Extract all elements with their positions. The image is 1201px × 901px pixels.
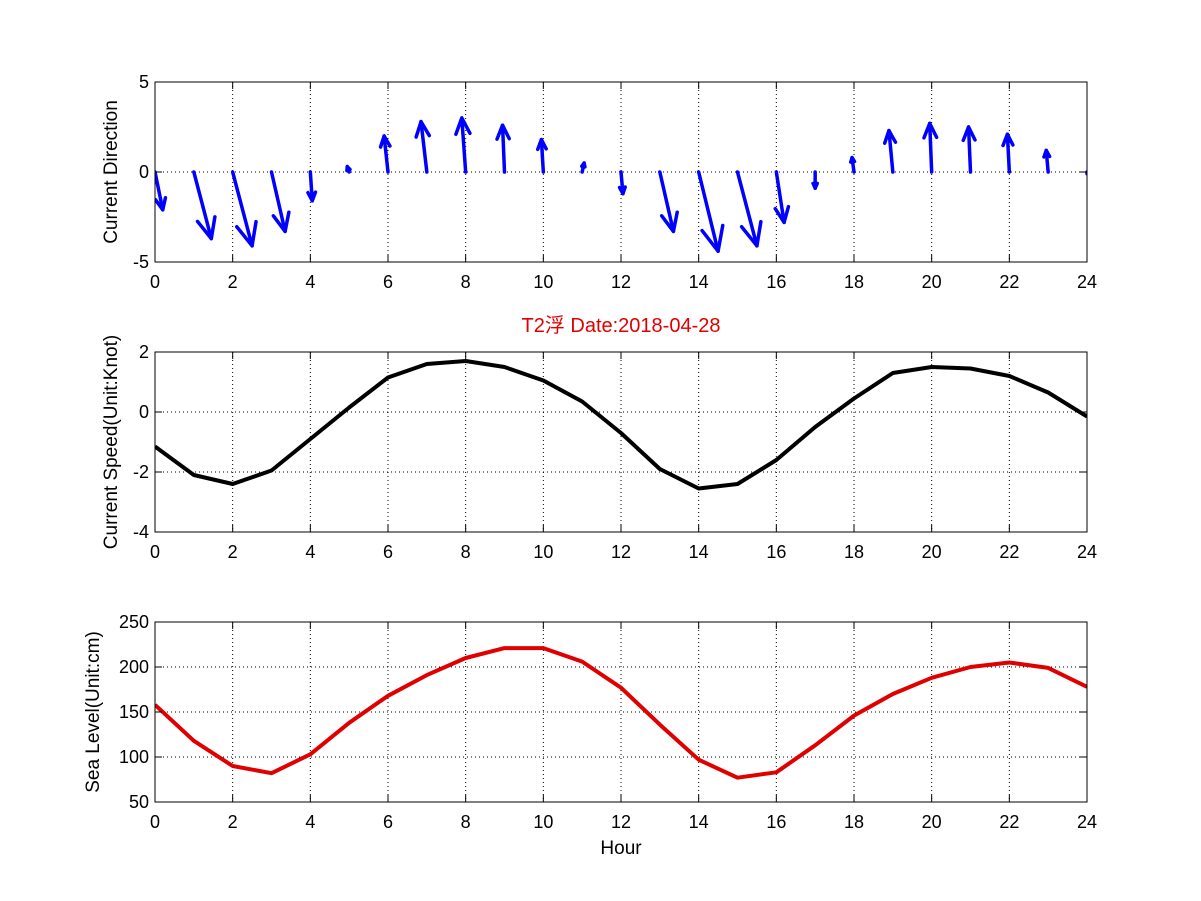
sea-level-xtick-label: 22 — [999, 812, 1019, 832]
current-direction-xtick-label: 22 — [999, 272, 1019, 292]
direction-arrow — [269, 170, 291, 234]
current-direction-xtick-label: 10 — [533, 272, 553, 292]
direction-arrow — [1042, 148, 1052, 174]
current-speed-ytick-label: 2 — [139, 342, 149, 362]
current-speed-xtick-label: 12 — [611, 542, 631, 562]
direction-arrow — [696, 170, 725, 253]
current-speed-xtick-label: 20 — [922, 542, 942, 562]
current-speed-xtick-label: 16 — [766, 542, 786, 562]
sea-level-xtick-label: 12 — [611, 812, 631, 832]
current-speed-ylabel: Current Speed(Unit:Knot) — [101, 335, 122, 549]
current-direction-xtick-label: 12 — [611, 272, 631, 292]
direction-arrow — [495, 123, 511, 174]
current-direction-xtick-label: 18 — [844, 272, 864, 292]
sea-level-ylabel: Sea Level(Unit:cm) — [83, 631, 104, 793]
current-speed-ytick-label: 0 — [139, 402, 149, 422]
sea-level-ytick-label: 250 — [119, 612, 149, 632]
direction-arrow — [773, 170, 791, 225]
sea-level-xtick-label: 20 — [922, 812, 942, 832]
current-direction-xtick-label: 24 — [1077, 272, 1097, 292]
current-direction-xtick-label: 0 — [150, 272, 160, 292]
current-speed-ytick-label: -2 — [133, 462, 149, 482]
sea-level-xtick-label: 14 — [689, 812, 709, 832]
direction-arrow — [1001, 132, 1015, 174]
sea-level-xtick-label: 16 — [766, 812, 786, 832]
direction-arrow — [306, 170, 318, 203]
sea-level-xtick-label: 6 — [383, 812, 393, 832]
current-speed-xtick-label: 22 — [999, 542, 1019, 562]
direction-arrow — [848, 155, 857, 174]
current-direction-xtick-label: 6 — [383, 272, 393, 292]
current-direction-xtick-label: 8 — [461, 272, 471, 292]
sea-level-xtick-label: 10 — [533, 812, 553, 832]
direction-arrow — [454, 116, 472, 174]
sea-level-xtick-label: 2 — [228, 812, 238, 832]
sea-level-ytick-label: 100 — [119, 747, 149, 767]
current-direction-data — [155, 116, 1087, 253]
sea-level-xlabel: Hour — [600, 838, 642, 859]
current-speed-data — [155, 359, 1087, 491]
figure-title: T2浮 Date:2018-04-28 — [521, 314, 720, 337]
current-direction-xtick-label: 16 — [766, 272, 786, 292]
current-direction-xtick-label: 14 — [689, 272, 709, 292]
direction-arrow — [961, 125, 977, 174]
direction-arrow — [155, 170, 168, 212]
sea-level-ytick-label: 200 — [119, 657, 149, 677]
current-direction-xtick-label: 20 — [922, 272, 942, 292]
current-direction-xtick-label: 2 — [228, 272, 238, 292]
direction-arrow — [230, 170, 258, 248]
direction-arrow — [414, 119, 432, 174]
direction-arrow — [378, 134, 392, 174]
current-speed-xtick-label: 2 — [228, 542, 238, 562]
direction-arrow — [192, 170, 217, 241]
sea-level-xtick-label: 0 — [150, 812, 160, 832]
direction-arrow — [535, 137, 548, 174]
current-direction-ytick-label: 0 — [139, 162, 149, 182]
sea-level-xtick-label: 18 — [844, 812, 864, 832]
sea-level-data — [155, 646, 1087, 780]
direction-arrow — [811, 170, 820, 190]
current-speed-xtick-label: 18 — [844, 542, 864, 562]
current-speed-ytick-label: -4 — [133, 522, 149, 542]
sea-level-ytick-label: 150 — [119, 702, 149, 722]
direction-arrow — [658, 170, 679, 234]
sea-level-ytick-label: 50 — [129, 792, 149, 812]
current-direction-ytick-label: 5 — [139, 72, 149, 92]
direction-arrow — [882, 128, 898, 174]
sea-level-xtick-label: 8 — [461, 812, 471, 832]
direction-arrow — [735, 170, 763, 248]
current-direction-ylabel: Current Direction — [101, 100, 122, 244]
current-speed-xtick-label: 14 — [689, 542, 709, 562]
direction-arrow — [345, 164, 352, 174]
current-direction-xtick-label: 4 — [305, 272, 315, 292]
current-speed-xtick-label: 6 — [383, 542, 393, 562]
direction-arrow — [579, 161, 587, 174]
current-speed-plot-area — [155, 352, 1087, 532]
current-speed-xtick-label: 4 — [305, 542, 315, 562]
current-speed-xtick-label: 24 — [1077, 542, 1097, 562]
current-direction-ytick-label: -5 — [133, 252, 149, 272]
current-speed-xtick-label: 8 — [461, 542, 471, 562]
sea-level-xtick-label: 4 — [305, 812, 315, 832]
sea-level-xtick-label: 24 — [1077, 812, 1097, 832]
current-speed-xtick-label: 0 — [150, 542, 160, 562]
direction-arrow — [922, 121, 939, 174]
current-speed-xtick-label: 10 — [533, 542, 553, 562]
direction-arrow — [617, 170, 627, 196]
